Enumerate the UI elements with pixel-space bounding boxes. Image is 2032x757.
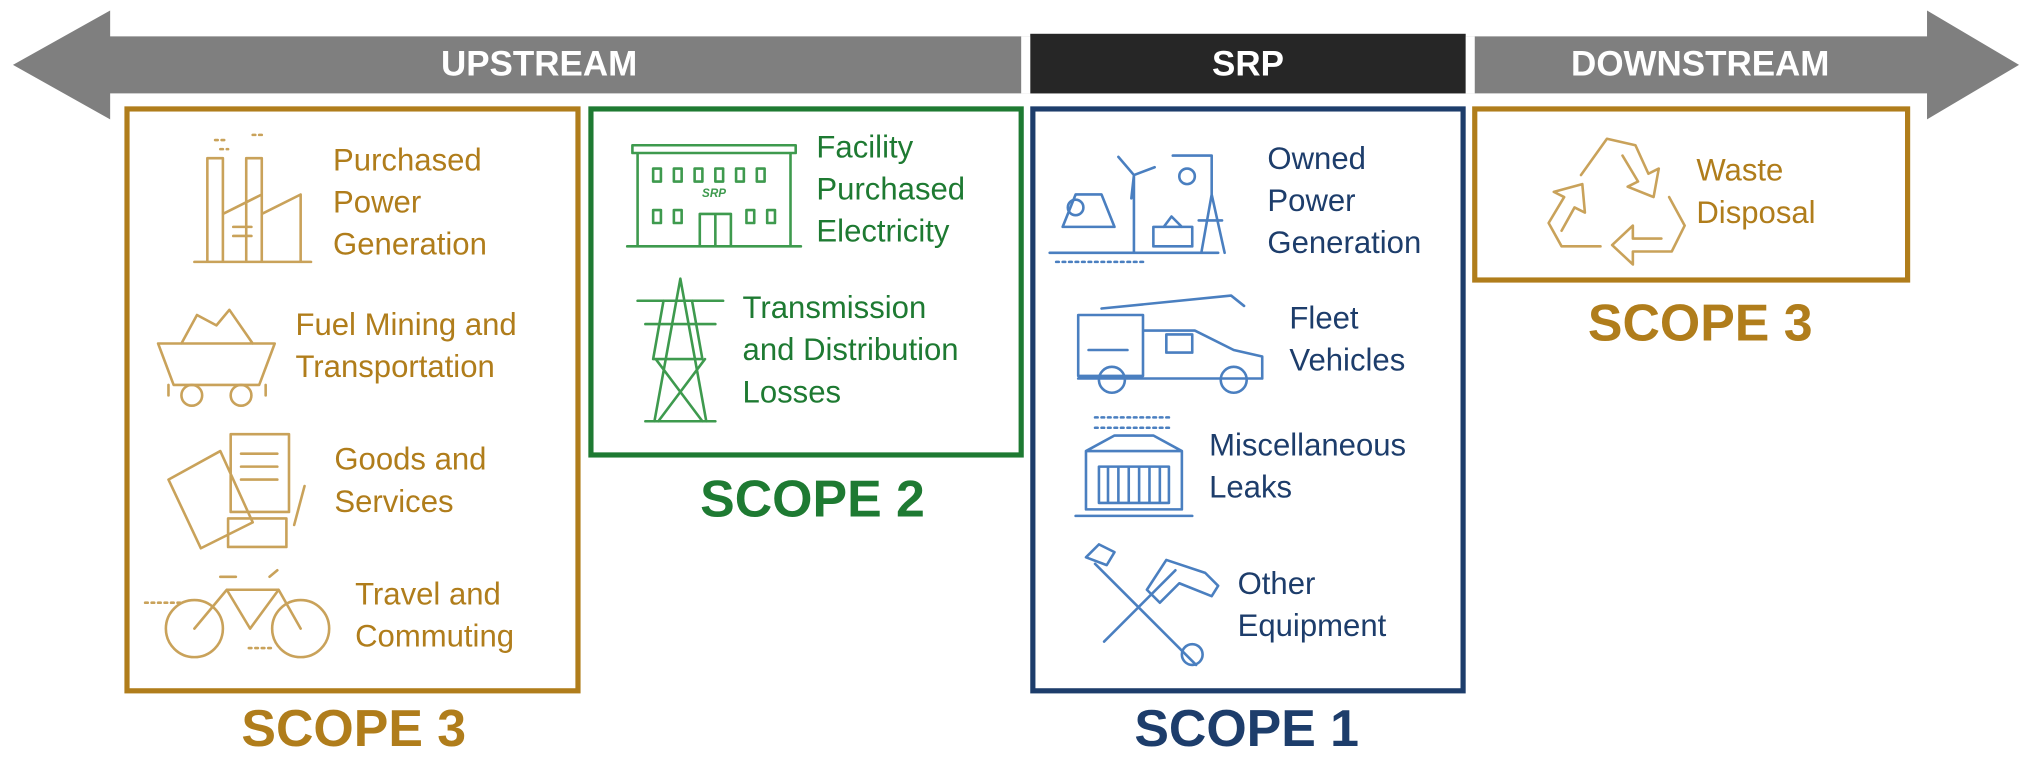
item-label: Electricity (816, 214, 949, 249)
scope-box (1030, 106, 1466, 694)
scope-box (124, 106, 581, 694)
item-label: Miscellaneous (1209, 427, 1406, 462)
item-label: Generation (333, 227, 487, 262)
item-label: Owned (1267, 141, 1366, 176)
papers-icon (167, 432, 306, 550)
tools-icon (1084, 543, 1220, 667)
downstream-label: DOWNSTREAM (1571, 44, 1829, 83)
scope-label: SCOPE 3 (241, 699, 466, 757)
bicycle-icon (143, 568, 331, 659)
item-label: Losses (743, 374, 842, 409)
item-label: Other (1238, 566, 1316, 601)
scope-label: SCOPE 2 (700, 470, 925, 528)
item-label: Fleet (1289, 300, 1358, 335)
building-logo: SRP (702, 187, 726, 200)
item-label: Generation (1267, 225, 1421, 260)
item-label: Leaks (1209, 470, 1292, 505)
value-chain-arrow (12, 10, 2020, 120)
item-label: Purchased (333, 142, 482, 177)
item-label: and Distribution (743, 332, 959, 367)
building-icon (625, 143, 803, 248)
item-label: Commuting (355, 619, 514, 654)
item-label: Power (1267, 183, 1355, 218)
item-label: Purchased (816, 171, 965, 206)
item-label: Vehicles (1289, 343, 1405, 378)
item-label: Waste (1696, 153, 1783, 188)
srp-band (1030, 33, 1466, 94)
factory-icon (193, 133, 313, 264)
item-label: Power (333, 184, 421, 219)
cart-icon (156, 308, 277, 408)
recycle-icon (1547, 137, 1686, 266)
item-label: Transportation (295, 349, 494, 384)
scope-label: SCOPE 1 (1134, 699, 1359, 757)
scope-label: SCOPE 3 (1588, 293, 1813, 351)
item-label: Transmission (743, 290, 927, 325)
scope-box (588, 106, 1024, 458)
item-label: Facility (816, 129, 913, 164)
band-gap (1021, 36, 1031, 94)
band-gap (1465, 36, 1475, 94)
item-label: Fuel Mining and (295, 307, 516, 342)
power-plant-icon (1048, 154, 1226, 264)
item-label: Goods and (334, 442, 486, 477)
upstream-label: UPSTREAM (441, 44, 637, 83)
item-label: Travel and (355, 576, 501, 611)
srp-label: SRP (1212, 44, 1284, 83)
truck-icon (1076, 294, 1264, 395)
item-label: Disposal (1696, 195, 1815, 230)
tower-icon (636, 277, 725, 423)
scope-box (1472, 106, 1911, 283)
item-label: Equipment (1238, 608, 1387, 643)
item-label: Services (334, 484, 453, 519)
ac-unit-icon (1074, 416, 1194, 518)
